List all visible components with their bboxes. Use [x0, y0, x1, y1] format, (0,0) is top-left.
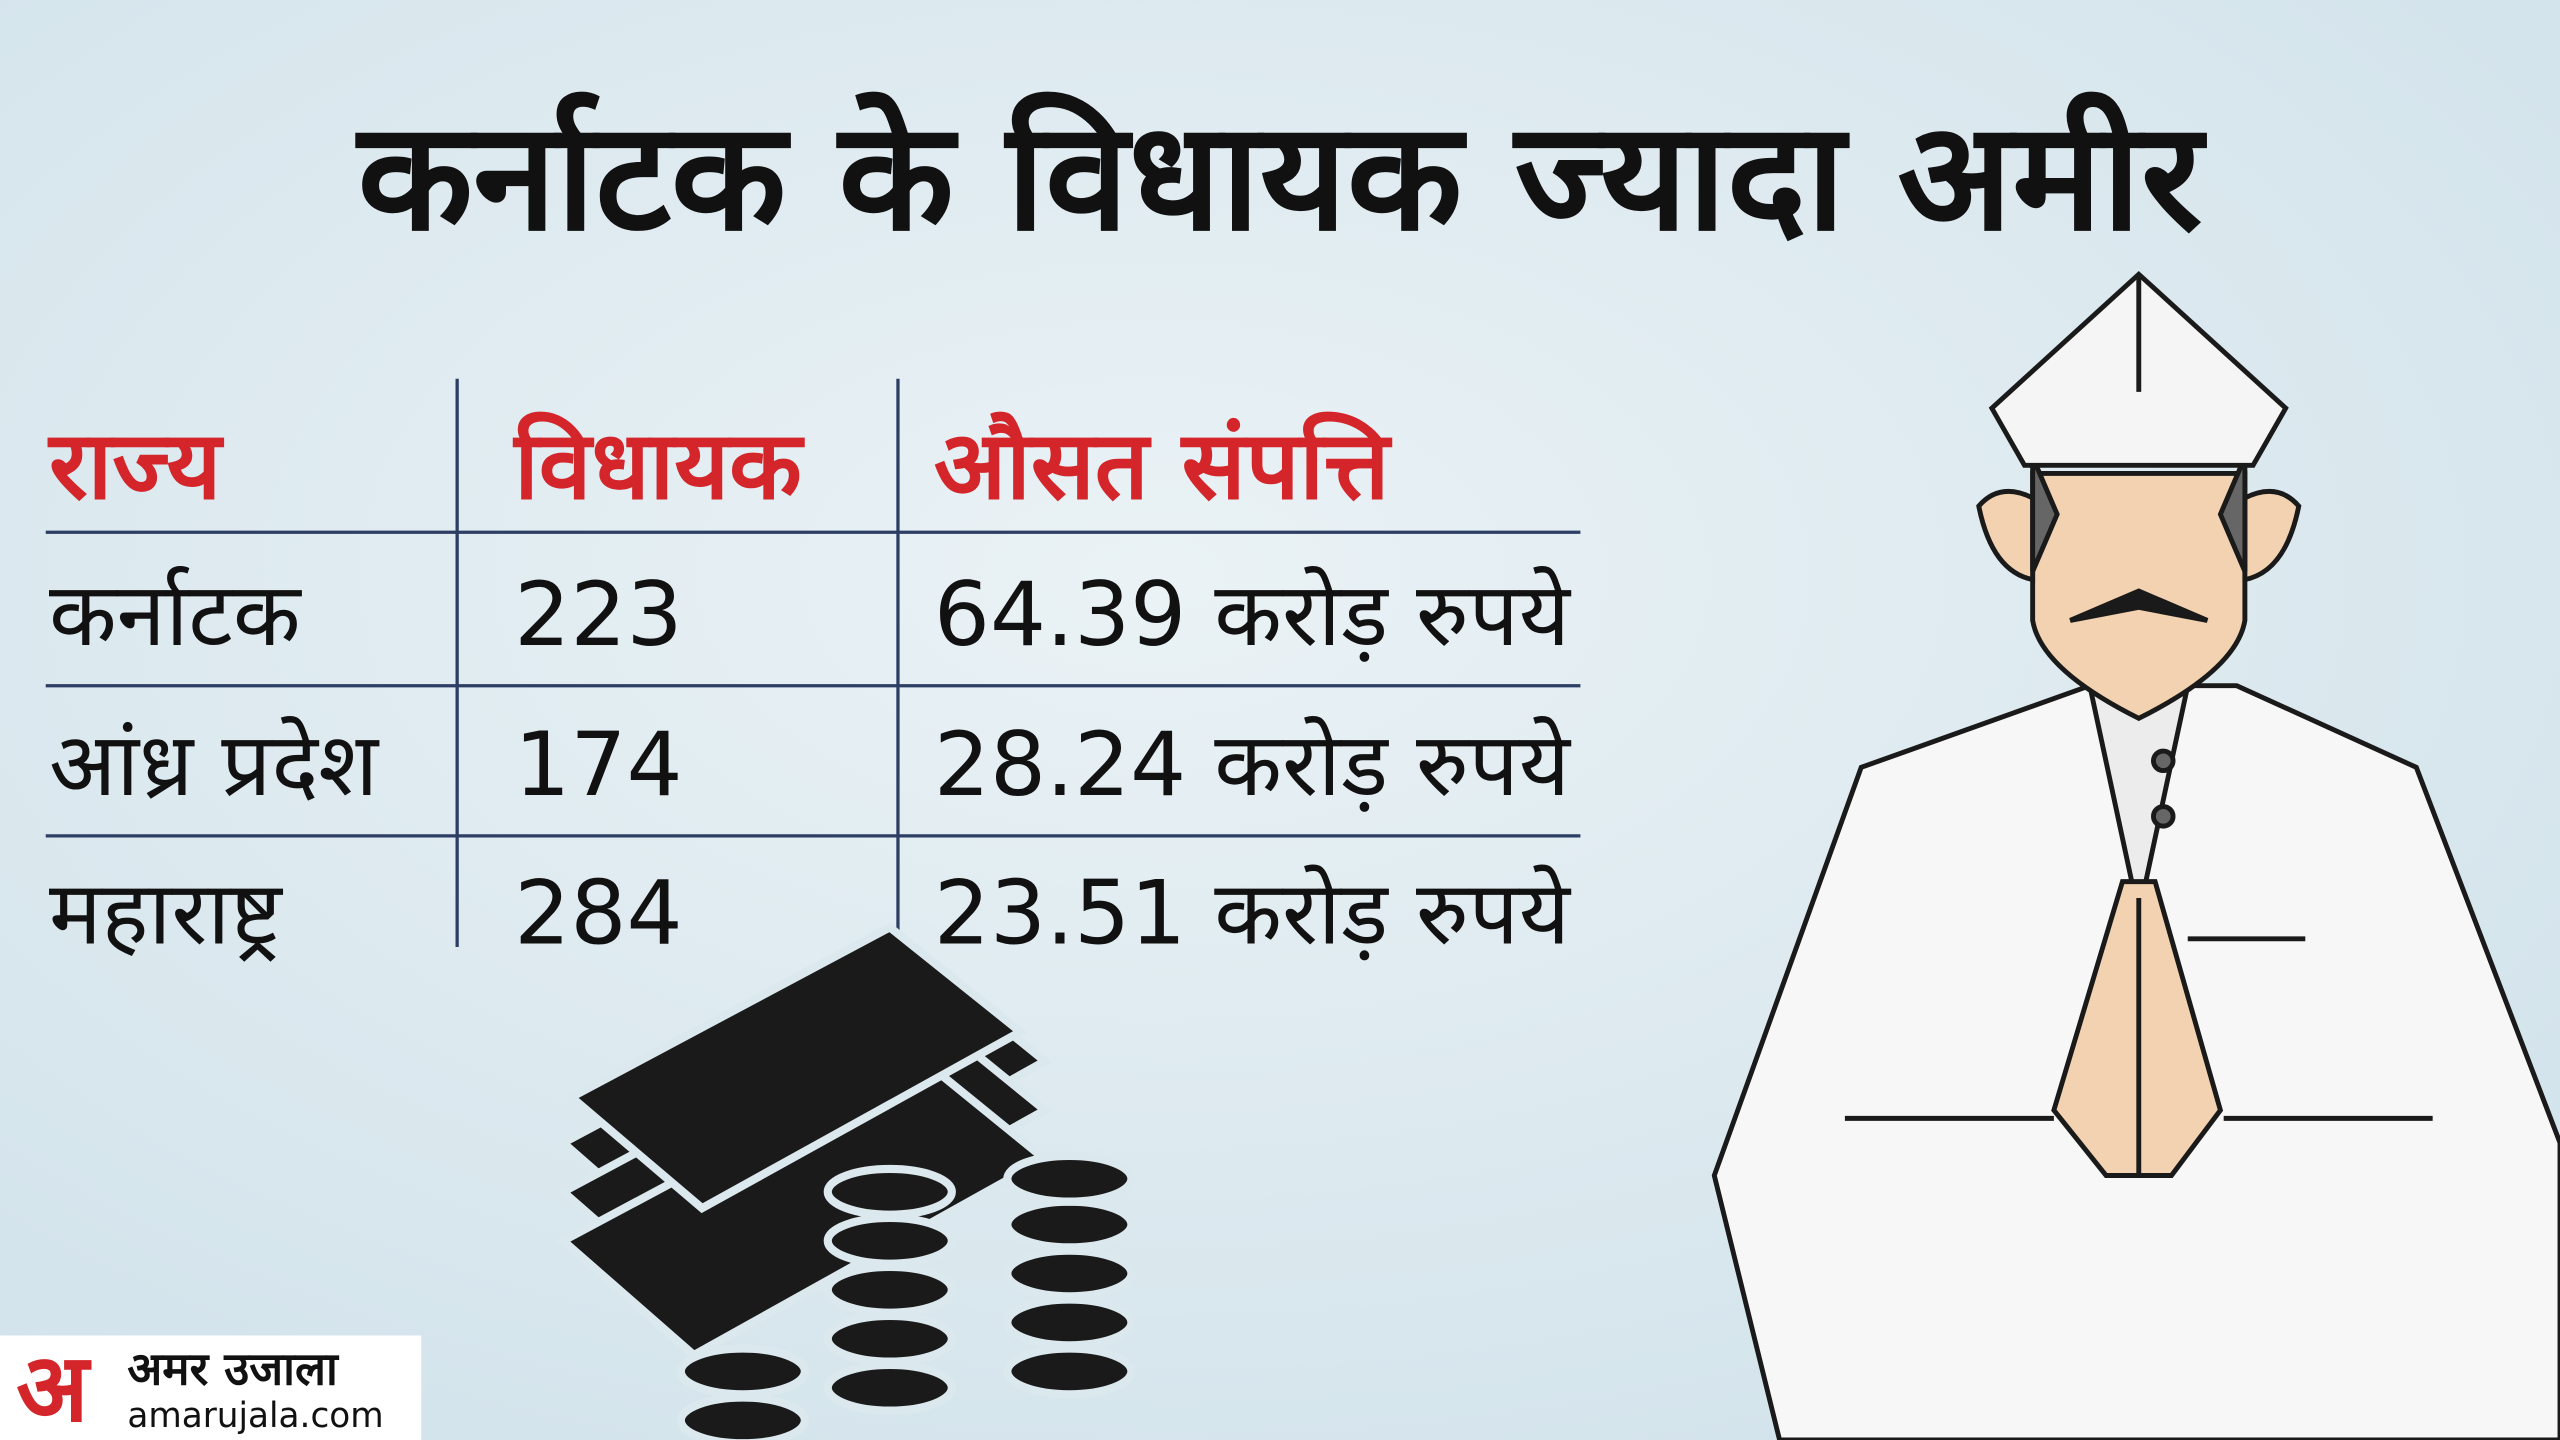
table-cell: 284 — [514, 862, 682, 965]
table-cell: 28.24 करोड़ रुपये — [934, 713, 1572, 816]
column-header: विधायक — [512, 411, 805, 521]
table-cell: आंध्र प्रदेश — [49, 713, 380, 816]
logo-mark: अ — [16, 1333, 92, 1440]
table-cell: 64.39 करोड़ रुपये — [934, 563, 1572, 666]
money-icon — [556, 922, 1136, 1440]
table-cell: 174 — [514, 713, 682, 816]
logo: अ अमर उजाला amarujala.com — [0, 1333, 422, 1440]
column-header: औसत संपत्ति — [934, 411, 1393, 521]
table-cell: कर्नाटक — [49, 563, 303, 666]
table-cell: 23.51 करोड़ रुपये — [934, 862, 1572, 965]
table-cell: 223 — [514, 563, 682, 666]
table: राज्य विधायक औसत संपत्ति कर्नाटक 223 64.39 कर… — [47, 411, 1572, 965]
logo-site: amarujala.com — [127, 1396, 383, 1436]
table-rules — [45, 378, 1581, 947]
table-cell: महाराष्ट्र — [49, 862, 283, 965]
title: कर्नाटक के विधायक ज्यादा अमीर — [355, 91, 2208, 265]
politician-illustration — [1711, 270, 2560, 1440]
logo-name: अमर उजाला — [127, 1342, 340, 1395]
column-header: राज्य — [47, 411, 224, 521]
